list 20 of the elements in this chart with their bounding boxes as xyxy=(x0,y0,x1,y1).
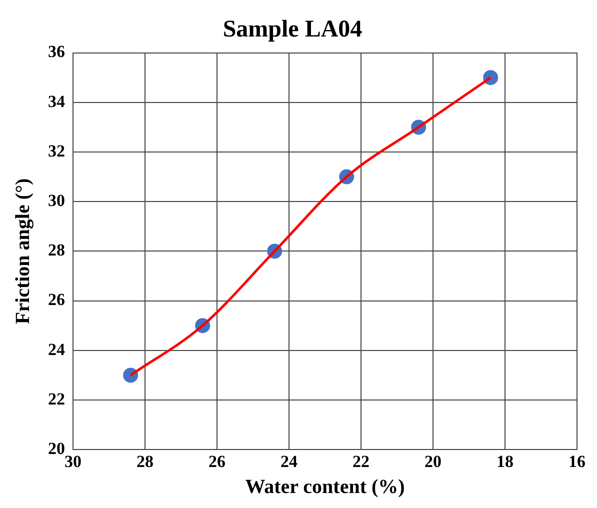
y-tick-label: 34 xyxy=(48,92,66,111)
y-tick-label: 26 xyxy=(48,290,65,310)
y-tick-label: 32 xyxy=(48,141,65,160)
y-tick-label: 22 xyxy=(48,389,65,408)
x-tick-label: 30 xyxy=(64,452,82,472)
y-axis-title: Friction angle (°) xyxy=(12,178,34,324)
y-tick-label: 30 xyxy=(48,190,65,210)
y-tick-label: 20 xyxy=(48,438,65,458)
chart-title: Sample LA04 xyxy=(222,16,362,43)
y-tick-label: 36 xyxy=(48,42,65,62)
x-tick-label: 16 xyxy=(568,452,586,472)
x-tick-label: 24 xyxy=(280,452,298,472)
x-tick-label: 20 xyxy=(424,452,442,472)
y-tick-label: 28 xyxy=(48,240,65,260)
x-tick-label: 28 xyxy=(136,452,154,472)
x-tick-label: 18 xyxy=(496,452,514,472)
x-axis-title: Water content (%) xyxy=(245,476,405,498)
x-tick-label: 26 xyxy=(208,452,226,472)
y-tick-label: 24 xyxy=(48,340,66,359)
x-tick-label: 22 xyxy=(352,452,370,472)
